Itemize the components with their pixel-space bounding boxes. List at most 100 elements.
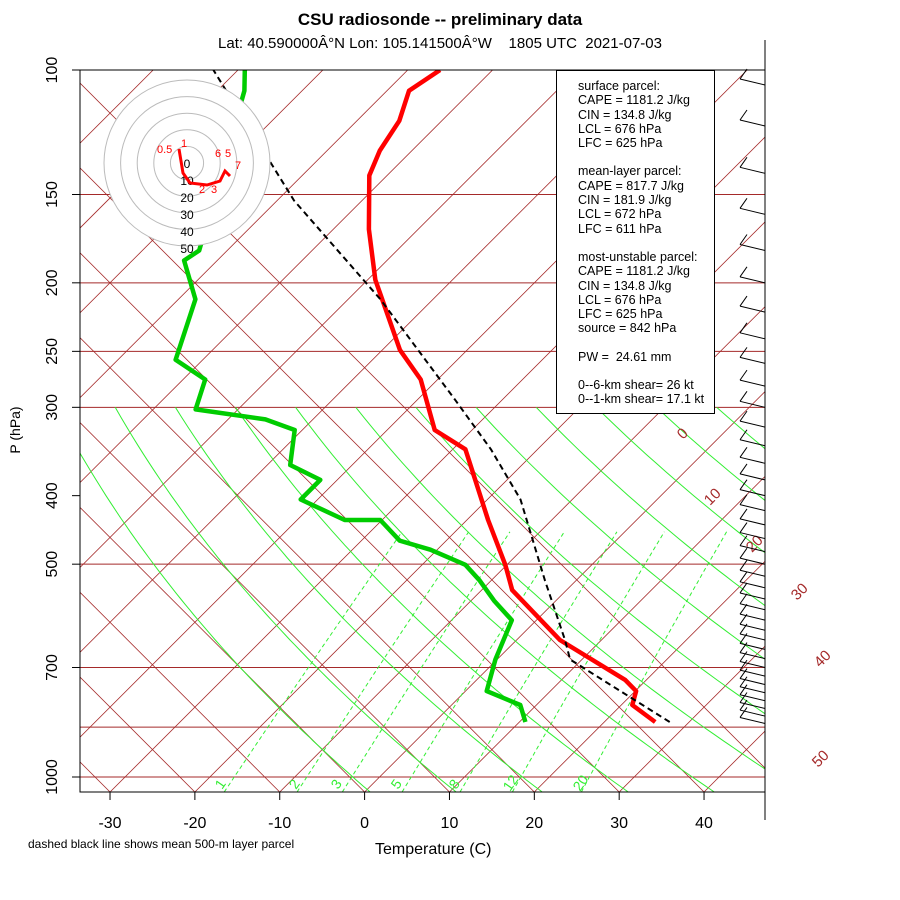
hodograph-label: 2 [199, 184, 205, 196]
isotherm-line [194, 221, 765, 792]
parcel-profile [212, 70, 671, 723]
wind-barb [739, 623, 766, 631]
info-line: LCL = 672 hPa [578, 207, 662, 222]
mixing-ratio-line [511, 531, 665, 792]
x-tick-label: 30 [610, 815, 628, 832]
diagonal-grid-line [80, 591, 281, 792]
x-tick-label: 20 [525, 815, 543, 832]
wind-barb [739, 652, 766, 660]
wind-barb [739, 716, 766, 724]
x-tick-label: -20 [183, 815, 206, 832]
mixing-ratio-line [459, 531, 618, 792]
diagonal-grid-line [80, 167, 705, 792]
wind-barb-flag [739, 692, 748, 703]
isotherm-line [80, 70, 578, 569]
wind-barb-flag [739, 559, 748, 571]
isotherm-line [449, 475, 765, 792]
info-line: LCL = 676 hPa [578, 121, 662, 136]
mean-layer-parcel: mean-layer parcel: CAPE = 817.7 J/kg CIN… [578, 164, 714, 235]
isotherm-line [789, 70, 900, 792]
wind-barb [739, 473, 766, 481]
wind-barb [739, 305, 766, 313]
hodograph-label: 7 [235, 160, 241, 172]
x-tick-label: 40 [695, 815, 713, 832]
wind-barb-flag [739, 603, 748, 615]
wind-barb [739, 504, 766, 512]
parcel-info-box: surface parcel: CAPE = 1181.2 J/kg CIN =… [556, 70, 715, 414]
wind-barb [739, 243, 766, 251]
wind-barb-flag [739, 198, 748, 209]
isotherm-label: 10 [701, 485, 725, 509]
wind-barb [739, 379, 766, 387]
mixing-ratio-label: 2 [285, 776, 303, 792]
most-unstable-parcel: most-unstable parcel: CAPE = 1181.2 J/kg… [578, 250, 714, 336]
info-line: mean-layer parcel: [578, 164, 682, 179]
wind-barb-flag [739, 651, 748, 662]
wind-barb-flag [739, 593, 748, 605]
dry-adiabat [656, 406, 765, 502]
y-tick-label: 700 [44, 654, 61, 681]
dry-adiabat [114, 407, 457, 792]
wind-barb-flag [739, 547, 748, 559]
dry-adiabat [595, 406, 765, 554]
hodograph-ring-label: 40 [180, 225, 194, 239]
isotherm-label: 30 [788, 580, 812, 604]
wind-barb [739, 420, 766, 428]
wind-barb-flag [739, 157, 748, 168]
chart-title: CSU radiosonde -- preliminary data [297, 10, 583, 29]
info-line: LFC = 625 hPa [578, 136, 663, 151]
wind-barb [739, 678, 766, 686]
x-axis-title: Temperature (C) [375, 841, 492, 858]
wind-barb [739, 532, 766, 540]
isotherm-label: 20 [743, 532, 767, 556]
wind-barb [739, 642, 766, 650]
info-line: source = 842 hPa [578, 321, 677, 336]
wind-barb [739, 694, 766, 702]
wind-barb-flag [739, 699, 748, 711]
mixing-ratio-line [580, 531, 728, 792]
wind-barb-flag [739, 668, 748, 679]
dewpoint-profile [173, 70, 528, 723]
temperature-profile [366, 70, 657, 724]
info-line: CIN = 134.8 J/kg [578, 107, 672, 122]
y-tick-label: 250 [44, 338, 61, 365]
wind-barb-flag [739, 266, 748, 278]
wind-barb-flag [739, 571, 748, 583]
wind-barb [739, 439, 766, 447]
hodograph-label: 1 [181, 138, 187, 150]
wind-barb [739, 660, 766, 668]
wind-barb-flag [739, 347, 748, 358]
wind-barb-flag [739, 109, 748, 121]
dry-adiabat [174, 407, 543, 792]
dry-adiabat [837, 407, 900, 792]
wind-barb-flag [739, 234, 748, 245]
wind-barb-flag [739, 676, 748, 688]
dry-adiabat [295, 407, 715, 792]
precipitable-water: PW = 24.61 mm [578, 349, 672, 364]
y-axis-title: P (hPa) [7, 406, 23, 453]
wind-barb-flag [739, 322, 748, 334]
wind-barb-flag [739, 410, 748, 422]
info-line: LFC = 611 hPa [578, 221, 662, 236]
wind-barb [739, 332, 766, 340]
info-line: most-unstable parcel: [578, 249, 698, 264]
mixing-ratio-line [223, 531, 403, 792]
wind-barb-flag [739, 582, 748, 594]
x-tick-label: 10 [441, 815, 459, 832]
info-line: LCL = 676 hPa [578, 292, 662, 307]
isotherm-line [703, 730, 765, 792]
x-tick-label: -30 [98, 815, 121, 832]
mixing-ratio-label: 12 [499, 772, 521, 794]
dry-adiabat [535, 406, 765, 607]
dry-adiabat [716, 406, 765, 450]
y-tick-label: 1000 [44, 759, 61, 795]
y-tick-label: 500 [44, 551, 61, 578]
y-tick-label: 150 [44, 181, 61, 208]
isotherm-label: 50 [809, 747, 833, 771]
isotherm-line [364, 391, 765, 792]
hodograph-ring [136, 112, 238, 214]
wind-barb [739, 569, 766, 577]
shear-0-6km: 0--6-km shear= 26 kt [578, 378, 694, 393]
